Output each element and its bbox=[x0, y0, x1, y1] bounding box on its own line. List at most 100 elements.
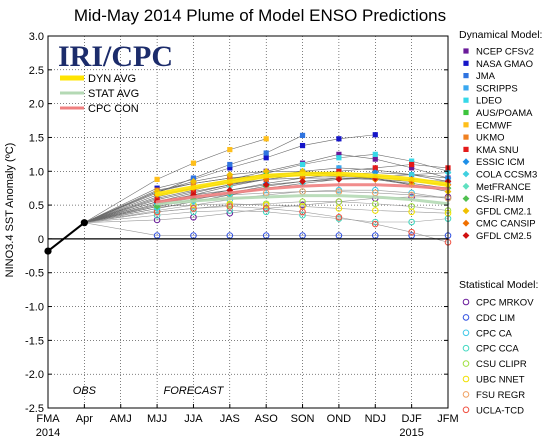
model-line bbox=[84, 206, 449, 243]
model-point bbox=[263, 150, 269, 156]
model-point bbox=[226, 171, 234, 179]
y-tick-label: 2.0 bbox=[29, 99, 44, 111]
legend-marker bbox=[462, 298, 470, 306]
iri-cpc-logo: IRI/CPC bbox=[58, 40, 173, 73]
legend-label: ECMWF bbox=[476, 120, 512, 131]
y-tick-label: 1.5 bbox=[29, 132, 44, 144]
model-point bbox=[408, 191, 415, 199]
legend-marker bbox=[462, 182, 470, 190]
legend-marker bbox=[462, 170, 470, 178]
chart-title: Mid-May 2014 Plume of Model ENSO Predict… bbox=[74, 6, 446, 25]
legend-label: CS-IRI-MM bbox=[476, 194, 524, 205]
y-tick-label: -2.5 bbox=[25, 403, 44, 415]
model-point bbox=[336, 155, 342, 161]
legend-marker bbox=[462, 219, 470, 227]
legend-label: NASA GMAO bbox=[476, 59, 533, 70]
model-point bbox=[299, 208, 306, 216]
model-line bbox=[84, 170, 449, 223]
legend-marker bbox=[463, 85, 469, 91]
dynamical-legend-header: Dynamical Model: bbox=[459, 29, 542, 41]
y-tick-label: -2.0 bbox=[25, 369, 44, 381]
model-point bbox=[372, 132, 378, 138]
legend-label: COLA CCSM3 bbox=[476, 170, 537, 181]
y-axis-label: NINO3.4 SST Anomaly (ºC) bbox=[4, 143, 16, 278]
model-point bbox=[190, 208, 197, 216]
y-tick-label: -1.5 bbox=[25, 335, 44, 347]
model-point bbox=[262, 201, 270, 209]
model-point bbox=[335, 205, 343, 212]
axes-layer: 3.02.52.01.51.00.50-0.5-1.0-1.5-2.0-2.5F… bbox=[25, 31, 459, 439]
model-point bbox=[226, 186, 234, 194]
x-tick-label: FMA bbox=[36, 413, 60, 425]
legend-marker bbox=[463, 48, 469, 54]
model-point bbox=[262, 175, 270, 183]
model-line bbox=[84, 210, 449, 223]
y-tick-label: 1.0 bbox=[29, 166, 44, 178]
model-point bbox=[299, 178, 306, 185]
model-point bbox=[408, 218, 415, 226]
model-point bbox=[336, 151, 342, 157]
model-point bbox=[409, 161, 415, 168]
model-point bbox=[263, 155, 269, 161]
model-point bbox=[335, 175, 343, 183]
legend-marker bbox=[462, 375, 470, 383]
model-point bbox=[371, 220, 379, 228]
y-tick-label: 3.0 bbox=[29, 31, 44, 43]
average-legend: DYN AVG STAT AVG CPC CON bbox=[60, 73, 139, 115]
model-point bbox=[409, 158, 415, 164]
legend-label: AUS/POAMA bbox=[476, 108, 533, 119]
model-point bbox=[336, 165, 342, 171]
model-point bbox=[153, 216, 161, 224]
legend-marker bbox=[463, 97, 469, 103]
series-layer bbox=[44, 132, 452, 255]
legend-label: JMA bbox=[476, 71, 496, 82]
model-line bbox=[84, 154, 449, 223]
legend-label: SCRIPPS bbox=[476, 83, 518, 94]
model-point bbox=[371, 218, 379, 226]
model-point bbox=[408, 189, 415, 197]
x-tick-label: SON bbox=[291, 413, 315, 425]
y-tick-label: 2.5 bbox=[29, 65, 44, 77]
x-tick-label: OND bbox=[327, 413, 352, 425]
model-point bbox=[335, 198, 343, 206]
legend-label: MetFRANCE bbox=[476, 182, 531, 193]
model-point bbox=[262, 181, 270, 189]
y-tick-label: -1.0 bbox=[25, 302, 44, 314]
observed-line bbox=[47, 221, 85, 252]
legend-marker bbox=[462, 314, 470, 321]
legend-label: CSU CLIPR bbox=[476, 359, 527, 370]
model-point bbox=[190, 205, 197, 212]
model-point bbox=[227, 147, 233, 153]
model-line bbox=[84, 222, 448, 236]
legend-label: FSU REGR bbox=[476, 390, 525, 401]
model-point bbox=[299, 211, 306, 219]
model-point bbox=[409, 165, 415, 171]
legend-marker bbox=[462, 344, 470, 352]
average-line bbox=[155, 194, 450, 206]
model-line bbox=[84, 189, 449, 223]
model-point bbox=[372, 156, 378, 162]
model-point bbox=[154, 176, 160, 182]
model-point bbox=[299, 142, 306, 149]
legend-marker bbox=[463, 109, 469, 116]
legend-label: ESSIC ICM bbox=[476, 157, 525, 168]
legend-label: CMC CANSIP bbox=[476, 219, 536, 230]
legend-marker bbox=[462, 158, 470, 166]
year-label: 2015 bbox=[399, 427, 423, 439]
model-point bbox=[190, 160, 197, 166]
model-point bbox=[227, 161, 233, 168]
model-point bbox=[299, 132, 306, 139]
legend-label: UKMO bbox=[476, 133, 505, 144]
average-line bbox=[155, 183, 450, 204]
model-point bbox=[372, 165, 378, 171]
model-point bbox=[371, 207, 379, 214]
phase-label: FORECAST bbox=[164, 385, 225, 397]
legend-marker bbox=[462, 232, 470, 239]
statistical-legend-header: Statistical Model: bbox=[459, 279, 538, 291]
x-tick-label: ASO bbox=[255, 413, 279, 425]
legend-label: KMA SNU bbox=[476, 145, 519, 156]
model-line bbox=[84, 134, 376, 223]
